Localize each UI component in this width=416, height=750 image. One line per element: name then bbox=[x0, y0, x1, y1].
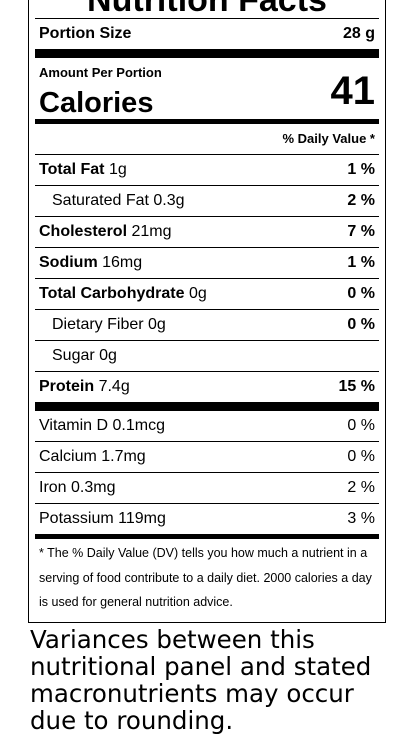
divider bbox=[35, 472, 379, 473]
vitamin-dv: 2 % bbox=[347, 479, 375, 496]
vitamin-row-iron: Iron 0.3mg 2 % bbox=[35, 473, 379, 503]
nutrient-dv: 15 % bbox=[338, 378, 375, 395]
nutrient-label: Sodium bbox=[39, 254, 98, 271]
vitamin-label: Calcium 1.7mg bbox=[39, 448, 146, 465]
nutrient-row-sodium: Sodium 16mg 1 % bbox=[35, 248, 379, 278]
divider bbox=[35, 18, 379, 19]
nutrient-amount: 16mg bbox=[102, 254, 143, 271]
panel-title: Nutrition Facts bbox=[87, 0, 327, 19]
divider bbox=[35, 371, 379, 372]
amount-per-portion: Amount Per Portion bbox=[39, 65, 162, 80]
portion-size-value: 28 g bbox=[342, 25, 375, 42]
nutrient-amount: 0g bbox=[148, 316, 166, 333]
nutrient-row-dietary-fiber: Dietary Fiber 0g 0 % bbox=[35, 310, 379, 340]
divider bbox=[35, 154, 379, 155]
nutrient-amount: 0g bbox=[188, 285, 207, 302]
vitamin-label: Iron 0.3mg bbox=[39, 479, 116, 496]
daily-value-header: % Daily Value * bbox=[282, 131, 376, 146]
vitamin-row-calcium: Calcium 1.7mg 0 % bbox=[35, 442, 379, 472]
nutrient-dv: 0 % bbox=[347, 316, 375, 333]
nutrient-label: Total Carbohydrate bbox=[39, 285, 185, 302]
divider bbox=[35, 503, 379, 504]
nutrient-label: Cholesterol bbox=[39, 223, 128, 240]
nutrient-amount: 1g bbox=[108, 161, 127, 178]
calories-label: Calories bbox=[39, 87, 154, 119]
thick-divider bbox=[35, 49, 379, 58]
divider bbox=[35, 278, 379, 279]
nutrient-row-cholesterol: Cholesterol 21mg 7 % bbox=[35, 217, 379, 247]
vitamin-row-vitamin-d: Vitamin D 0.1mcg 0 % bbox=[35, 411, 379, 441]
nutrient-label: Dietary Fiber bbox=[52, 316, 144, 333]
divider bbox=[35, 309, 379, 310]
vitamin-dv: 0 % bbox=[347, 417, 375, 434]
rounding-note: Variances between this nutritional panel… bbox=[30, 625, 372, 735]
divider bbox=[35, 340, 379, 341]
vitamin-dv: 0 % bbox=[347, 448, 375, 465]
nutrient-dv: 2 % bbox=[347, 192, 375, 209]
vitamin-label: Potassium 119mg bbox=[39, 510, 166, 527]
nutrition-facts-panel: Nutrition Facts Portion Size 28 g Amount… bbox=[28, 0, 386, 623]
daily-value-footnote: * The % Daily Value (DV) tells you how m… bbox=[39, 546, 372, 609]
divider bbox=[35, 441, 379, 442]
medium-divider bbox=[35, 119, 379, 124]
nutrient-row-total-fat: Total Fat 1g 1 % bbox=[35, 155, 379, 185]
nutrient-row-total-carbohydrate: Total Carbohydrate 0g 0 % bbox=[35, 279, 379, 309]
thick-divider bbox=[35, 402, 379, 411]
divider bbox=[35, 247, 379, 248]
nutrient-dv: 1 % bbox=[347, 254, 375, 271]
nutrient-label: Total Fat bbox=[39, 161, 105, 178]
divider bbox=[35, 185, 379, 186]
nutrient-label: Sugar bbox=[52, 347, 95, 364]
vitamin-label: Vitamin D 0.1mcg bbox=[39, 417, 165, 434]
calories-value: 41 bbox=[330, 69, 376, 113]
nutrient-dv: 1 % bbox=[347, 161, 375, 178]
nutrient-row-sugar: Sugar 0g bbox=[35, 341, 379, 371]
nutrient-dv: 7 % bbox=[347, 223, 375, 240]
nutrient-row-saturated-fat: Saturated Fat 0.3g 2 % bbox=[35, 186, 379, 216]
nutrient-label: Saturated Fat bbox=[52, 192, 149, 209]
divider bbox=[35, 216, 379, 217]
vitamin-row-potassium: Potassium 119mg 3 % bbox=[35, 504, 379, 534]
nutrient-amount: 7.4g bbox=[98, 378, 130, 395]
nutrient-amount: 21mg bbox=[131, 223, 172, 240]
nutrient-amount: 0g bbox=[99, 347, 117, 364]
portion-size-label: Portion Size bbox=[39, 25, 132, 42]
nutrient-label: Protein bbox=[39, 378, 95, 395]
nutrient-row-protein: Protein 7.4g 15 % bbox=[35, 372, 379, 402]
portion-size-row: Portion Size 28 g bbox=[35, 19, 379, 49]
nutrient-dv: 0 % bbox=[347, 285, 375, 302]
medium-divider bbox=[35, 534, 379, 539]
vitamin-dv: 3 % bbox=[347, 510, 375, 527]
nutrient-amount: 0.3g bbox=[153, 192, 185, 209]
